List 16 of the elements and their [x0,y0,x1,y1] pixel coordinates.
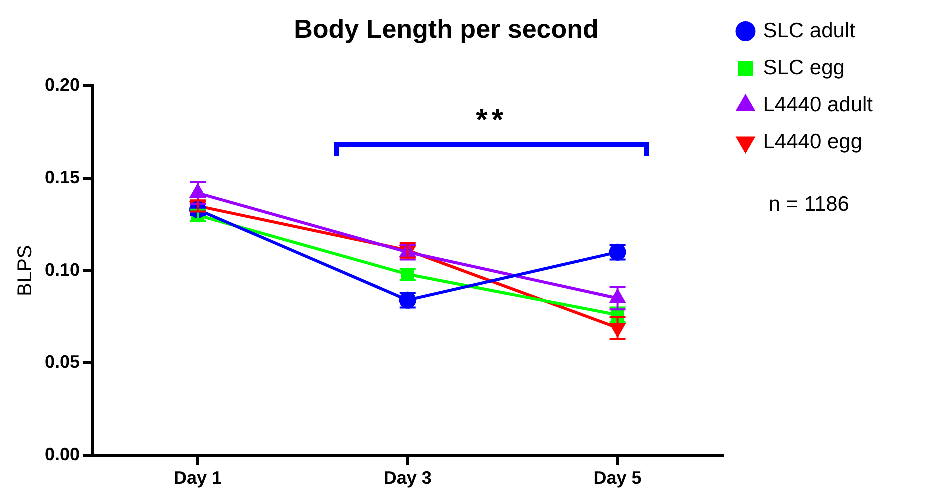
x-tick-label: Day 3 [384,468,432,488]
legend-label: SLC egg [763,56,845,80]
chart-title: Body Length per second [294,14,599,44]
x-tick-label: Day 5 [594,468,642,488]
legend-label: L4440 egg [763,130,863,154]
annotation: ** [476,104,508,138]
x-tick-label: Day 1 [174,468,222,488]
y-tick-label: 0.05 [44,352,80,372]
legend-label: L4440 adult [763,93,874,116]
y-axis-title: BLPS [14,245,37,296]
y-tick-label: 0.15 [44,167,80,188]
legend-label: SLC adult [763,19,856,42]
y-tick-label: 0.20 [44,75,80,96]
text: n = 1186 [768,193,850,217]
y-tick-label: 0.00 [44,444,80,464]
y-tick-label: 0.10 [44,260,80,280]
